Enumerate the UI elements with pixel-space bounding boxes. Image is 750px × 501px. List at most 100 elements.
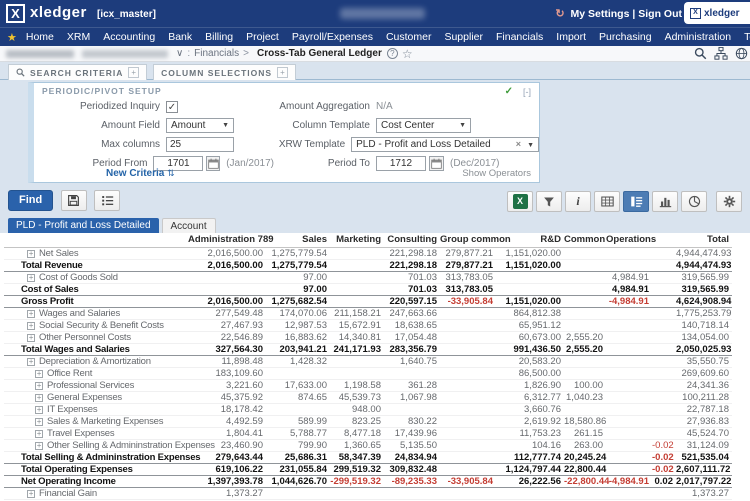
menu-item-payroll-expenses[interactable]: Payroll/Expenses [292,31,373,43]
table-row: +Other Selling & Admininstration Expense… [4,439,732,451]
help-icon[interactable]: ? [387,48,398,59]
page-title: Cross-Tab General Ledger [257,48,382,59]
find-button[interactable]: Find [8,190,53,211]
menu-item-supplier[interactable]: Supplier [444,31,483,43]
chevron-down-icon[interactable]: ∨ [176,48,183,59]
cell [266,487,330,499]
column-header[interactable]: Total [676,233,732,247]
xledger-logo-icon[interactable]: X [6,4,25,23]
cell [652,367,676,379]
tab-account[interactable]: Account [162,218,216,234]
periodized-inquiry-checkbox[interactable]: ✓ [166,101,178,113]
cell: 17,439.96 [384,427,440,439]
expand-icon[interactable]: + [35,418,43,426]
column-selections-button[interactable]: COLUMN SELECTIONS + [153,64,296,80]
expand-icon[interactable]: + [35,442,43,450]
menu-item-bank[interactable]: Bank [168,31,192,43]
sitemap-icon[interactable] [714,47,728,60]
show-operators-link[interactable]: Show Operators [462,168,531,179]
menu-item-administration[interactable]: Administration [665,31,732,43]
search-icon[interactable] [694,47,707,60]
column-header[interactable]: Operations [606,233,652,247]
cell [652,259,676,271]
expand-icon[interactable]: + [27,490,35,498]
expand-icon[interactable]: + [27,250,35,258]
view-toolbar: X i [507,191,742,212]
cell: 0.02 [652,475,676,487]
favorites-star-icon[interactable]: ★ [7,31,17,44]
cell: 1,040.23 [564,391,606,403]
export-excel-button[interactable]: X [507,191,533,212]
breadcrumb-parent[interactable]: Financials [194,48,239,59]
cell: 134,054.00 [676,331,732,343]
column-header[interactable]: Marketing [330,233,384,247]
expand-plus[interactable]: + [277,67,288,78]
expand-icon[interactable]: + [35,394,43,402]
column-header[interactable]: Consulting [384,233,440,247]
my-settings-link[interactable]: My Settings [571,8,630,20]
cell [652,391,676,403]
amount-field-select[interactable]: Amount▼ [166,118,234,133]
menu-item-tools[interactable]: Tools [744,31,750,43]
cell [440,487,496,499]
globe-icon[interactable] [735,47,748,60]
menu-item-customer[interactable]: Customer [386,31,432,43]
expand-icon[interactable]: + [35,430,43,438]
menu-item-xrm[interactable]: XRM [67,31,90,43]
period-to-input[interactable] [376,156,426,171]
column-header[interactable]: Common [564,233,606,247]
xledger-logo-text[interactable]: xledger [30,4,87,21]
menu-item-accounting[interactable]: Accounting [103,31,155,43]
list-view-button[interactable] [94,190,120,211]
expand-icon[interactable]: + [27,322,35,330]
pivot-view-button[interactable] [623,191,649,212]
row-label: Total Wages and Salaries [4,343,188,355]
table-row: Total Revenue2,016,500.001,275,779.54221… [4,259,732,271]
menu-item-import[interactable]: Import [556,31,586,43]
column-template-select[interactable]: Cost Center▼ [376,118,471,133]
expand-icon[interactable]: + [35,406,43,414]
cell: 1,275,682.54 [266,295,330,307]
calendar-icon[interactable] [206,156,220,171]
menu-item-financials[interactable]: Financials [496,31,543,43]
pie-chart-button[interactable] [681,191,707,212]
cell [652,403,676,415]
max-columns-input[interactable] [166,137,234,152]
clear-icon[interactable]: × [516,139,521,149]
column-header[interactable] [4,233,188,247]
chart-button[interactable] [652,191,678,212]
expand-plus[interactable]: + [128,67,139,78]
search-criteria-button[interactable]: SEARCH CRITERIA + [8,64,147,80]
sign-out-link[interactable]: Sign Out [638,8,682,20]
expand-icon[interactable]: + [27,310,35,318]
bookmark-star-icon[interactable]: ☆ [402,47,413,61]
menu-item-billing[interactable]: Billing [205,31,233,43]
xrw-template-combo[interactable]: PLD - Profit and Loss Detailed×▼ [351,137,539,152]
column-header[interactable]: Group common [440,233,496,247]
cell: 361.28 [384,379,440,391]
info-button[interactable]: i [565,191,591,212]
collapse-control[interactable]: [-] [523,87,531,97]
cell: 60,673.00 [496,331,564,343]
save-button[interactable] [61,190,87,211]
calendar-icon[interactable] [429,156,444,171]
cell [606,319,652,331]
expand-icon[interactable]: + [27,358,35,366]
cell [496,271,564,283]
settings-button[interactable] [716,191,742,212]
grid-view-button[interactable] [594,191,620,212]
expand-icon[interactable]: + [27,274,35,282]
expand-icon[interactable]: + [35,382,43,390]
cell [330,271,384,283]
column-header[interactable]: Sales [266,233,330,247]
menu-item-home[interactable]: Home [26,31,54,43]
column-header[interactable]: Administration 789 [188,233,266,247]
expand-icon[interactable]: + [35,370,43,378]
menu-item-project[interactable]: Project [246,31,279,43]
cell [440,367,496,379]
menu-item-purchasing[interactable]: Purchasing [599,31,652,43]
new-criteria-link[interactable]: New Criteria ⇅ [106,168,175,179]
expand-icon[interactable]: + [27,334,35,342]
filter-button[interactable] [536,191,562,212]
tab-pld-report[interactable]: PLD - Profit and Loss Detailed [8,218,159,234]
